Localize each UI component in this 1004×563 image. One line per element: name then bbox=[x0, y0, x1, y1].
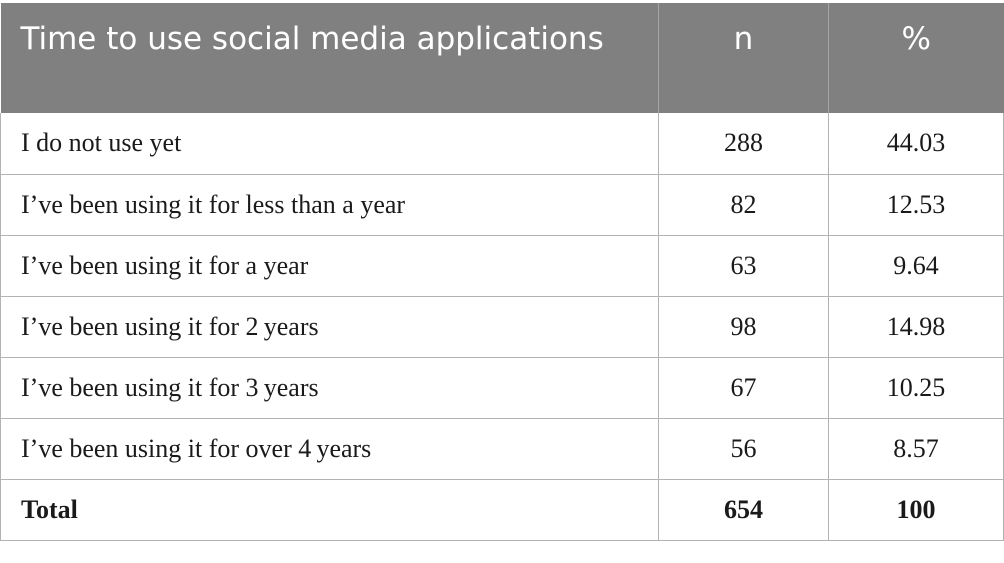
row-label: I’ve been using it for a year bbox=[0, 235, 659, 297]
table-row: I’ve been using it for over 4 years 56 8… bbox=[0, 418, 1004, 480]
row-n: 63 bbox=[658, 235, 829, 297]
table-row: I’ve been using it for 2 years 98 14.98 bbox=[0, 296, 1004, 358]
table-row: I’ve been using it for less than a year … bbox=[0, 174, 1004, 236]
header-n: n bbox=[658, 3, 829, 113]
header-percent: % bbox=[828, 3, 1004, 113]
header-time-to-use: Time to use social media applications bbox=[0, 3, 659, 113]
row-percent: 12.53 bbox=[828, 174, 1004, 236]
total-n: 654 bbox=[658, 479, 829, 541]
row-n: 56 bbox=[658, 418, 829, 480]
row-label: I’ve been using it for less than a year bbox=[0, 174, 659, 236]
table-row: I’ve been using it for 3 years 67 10.25 bbox=[0, 357, 1004, 419]
row-percent: 14.98 bbox=[828, 296, 1004, 358]
table-row: I do not use yet 288 44.03 bbox=[0, 113, 1004, 175]
data-table: Time to use social media applications n … bbox=[0, 3, 1004, 541]
total-percent: 100 bbox=[828, 479, 1004, 541]
row-n: 98 bbox=[658, 296, 829, 358]
row-label: I do not use yet bbox=[0, 113, 659, 175]
table-row: I’ve been using it for a year 63 9.64 bbox=[0, 235, 1004, 297]
row-percent: 44.03 bbox=[828, 113, 1004, 175]
row-n: 288 bbox=[658, 113, 829, 175]
row-label: I’ve been using it for over 4 years bbox=[0, 418, 659, 480]
row-percent: 9.64 bbox=[828, 235, 1004, 297]
row-n: 67 bbox=[658, 357, 829, 419]
row-label: I’ve been using it for 3 years bbox=[0, 357, 659, 419]
row-percent: 8.57 bbox=[828, 418, 1004, 480]
row-percent: 10.25 bbox=[828, 357, 1004, 419]
total-row: Total 654 100 bbox=[0, 479, 1004, 541]
total-label: Total bbox=[0, 479, 659, 541]
header-row: Time to use social media applications n … bbox=[0, 3, 1004, 113]
row-n: 82 bbox=[658, 174, 829, 236]
row-label: I’ve been using it for 2 years bbox=[0, 296, 659, 358]
